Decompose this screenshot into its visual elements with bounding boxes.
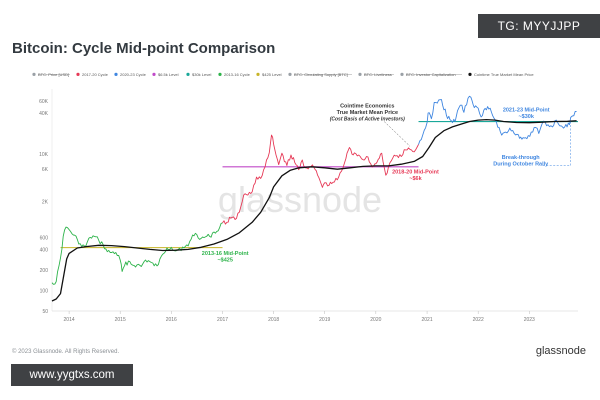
brand-logo: glassnode [535, 345, 586, 357]
legend-entry: $30k Level [192, 72, 211, 77]
x-tick-label: 2017 [217, 317, 228, 323]
legend-swatch [152, 72, 156, 76]
annotation: 2013-16 Mid-Point~$425 [202, 251, 249, 264]
x-tick-label: 2019 [319, 317, 330, 323]
annotation-line: 2018-20 Mid-Point [392, 169, 439, 175]
legend-swatch [468, 72, 472, 76]
annotation-line: ~$30k [518, 114, 534, 120]
legend-swatch [256, 72, 260, 76]
annotation: 2018-20 Mid-Point~$6k [392, 169, 439, 182]
x-tick-label: 2021 [422, 317, 433, 323]
annotation-line: Cointime Economics [340, 104, 394, 110]
legend-entry: 2017-20 Cycle [82, 72, 109, 77]
y-tick-label: 40K [39, 111, 49, 117]
y-tick-label: 6K [42, 167, 49, 173]
url-badge: www.yygtxs.com [11, 364, 133, 386]
x-tick-label: 2014 [64, 317, 75, 323]
x-tick-label: 2022 [473, 317, 484, 323]
x-tick-label: 2016 [166, 317, 177, 323]
annotation: 2021-23 Mid-Point~$30k [503, 108, 550, 121]
x-tick-label: 2023 [524, 317, 535, 323]
tg-badge: TG: MYYJJPP [478, 14, 600, 38]
x-tick-label: 2018 [268, 317, 279, 323]
annotation-line: During October Rally [493, 161, 549, 167]
legend-entry: $425 Level [262, 72, 282, 77]
annotation-line: (Cost Basis of Active Investors) [330, 117, 405, 123]
annotation-line: 2013-16 Mid-Point [202, 251, 249, 257]
annotation-line: 2021-23 Mid-Point [503, 108, 550, 114]
y-tick-label: 400 [40, 247, 49, 253]
y-tick-label: 10K [39, 152, 49, 158]
x-tick-label: 2020 [370, 317, 381, 323]
legend-entry: 2013-16 Cycle [224, 72, 251, 77]
annotation-line: True Market Mean Price [337, 110, 398, 116]
leader-breakthrough [541, 121, 571, 166]
legend-swatch [32, 72, 36, 76]
legend-entry: Cointime True Market Mean Price [474, 72, 534, 77]
copyright-text: © 2023 Glassnode. All Rights Reserved. [12, 349, 120, 355]
legend-entry: 2020-23 Cycle [120, 72, 147, 77]
page-title: Bitcoin: Cycle Mid-point Comparison [12, 40, 276, 57]
legend-swatch [186, 72, 190, 76]
annotation-line: ~$6k [409, 176, 422, 182]
y-tick-label: 200 [40, 268, 49, 274]
y-tick-label: 50 [42, 309, 48, 315]
legend-swatch [288, 72, 292, 76]
y-tick-label: 2K [42, 200, 49, 206]
y-tick-label: 60K [39, 99, 49, 105]
x-tick-label: 2015 [115, 317, 126, 323]
series-cointime-true-market-mean-price [51, 118, 577, 302]
legend-swatch [218, 72, 222, 76]
annotation-line: Break-through [502, 155, 541, 161]
watermark: glassnode [218, 179, 382, 220]
annotation-line: ~$425 [217, 258, 232, 264]
legend-swatch [76, 72, 80, 76]
legend-entry: $6.5k Level [158, 72, 179, 77]
legend-swatch [358, 72, 362, 76]
legend-swatch [400, 72, 404, 76]
y-tick-label: 600 [40, 235, 49, 241]
leader-mean-price [384, 121, 411, 147]
series-2013-16-cycle [51, 222, 223, 285]
y-tick-label: 100 [40, 288, 49, 294]
legend-swatch [114, 72, 118, 76]
series-2017-20-cycle [222, 134, 419, 225]
series-2020-23-cycle [418, 95, 577, 145]
